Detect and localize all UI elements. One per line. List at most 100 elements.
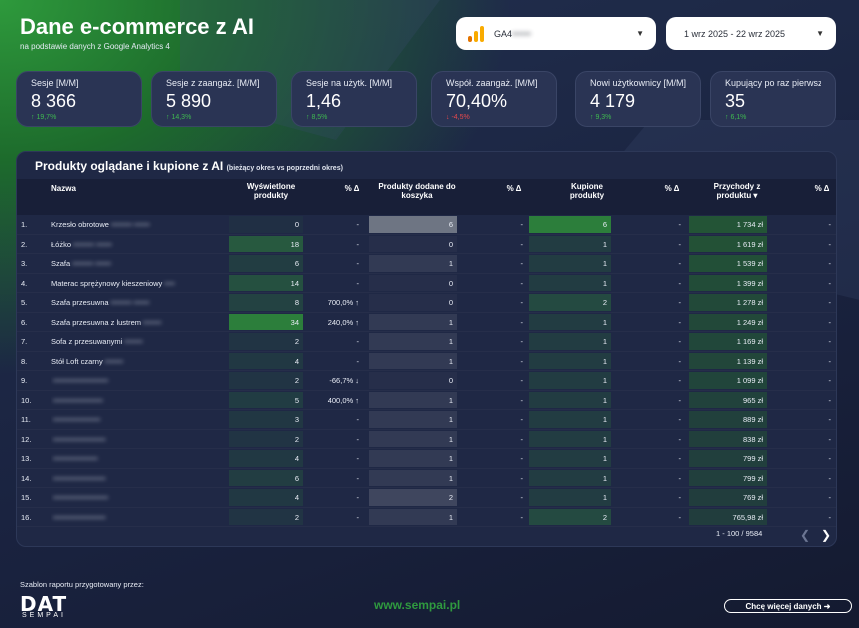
kpi-card: Współ. zaangaż. [M/M] 70,40% ↓ -4,5% — [431, 71, 557, 127]
table-row[interactable]: 2. Łóżko •••••••• •••••• 18 - 0 - 1 - 1 619 zł - — [17, 235, 836, 255]
revenue-value: 799 zł — [742, 473, 763, 483]
heat-cell — [529, 489, 611, 506]
views-value: 5 — [294, 395, 299, 405]
heat-cell — [229, 391, 303, 408]
product-name: Sofa z przesuwanymi ••••••• — [51, 337, 143, 347]
table-row[interactable]: 13. ••••••••••••••••• 4 - 1 - 1 - 799 zł - — [17, 449, 836, 469]
table-row[interactable]: 11. •••••••••••••••••• 3 - 1 - 1 - 889 zł - — [17, 410, 836, 430]
cart-delta: - — [520, 317, 524, 327]
views-value: 6 — [294, 259, 299, 269]
product-name: ••••••••••••••••••••• — [51, 488, 221, 508]
col-name[interactable]: Nazwa — [51, 184, 76, 193]
bought-value: 1 — [602, 356, 607, 366]
table-row[interactable]: 6. Szafa przesuwna z lustrem ••••••• 34 240,… — [17, 313, 836, 333]
bought-value: 1 — [602, 337, 607, 347]
product-name: •••••••••••••••••••• — [51, 430, 221, 450]
views-value: 2 — [294, 376, 299, 386]
views-delta: - — [356, 220, 360, 230]
kpi-delta: ↑ 6,1% — [725, 114, 747, 121]
kpi-value: 70,40% — [446, 91, 508, 111]
bought-value: 6 — [602, 220, 607, 230]
heat-cell — [529, 508, 611, 525]
table-row[interactable]: 14. •••••••••••••••••••• 6 - 1 - 1 - 799 zł - — [17, 469, 836, 489]
next-page-icon[interactable]: ❯ — [821, 528, 832, 542]
revenue-delta: - — [828, 298, 832, 308]
table-row[interactable]: 15. ••••••••••••••••••••• 4 - 2 - 1 - 769 zł - — [17, 488, 836, 508]
product-name: •••••••••••••••••• — [51, 410, 221, 430]
heat-cell — [529, 235, 611, 252]
website-link[interactable]: www.sempai.pl — [374, 598, 461, 612]
cart-delta: - — [520, 337, 524, 347]
google-analytics-icon — [468, 25, 484, 42]
revenue-value: 765,98 zł — [732, 512, 763, 522]
table-row[interactable]: 16. •••••••••••••••••••• 2 - 1 - 2 - 765,98 zł - — [17, 508, 836, 528]
logo-subtext: SEMPAI — [22, 612, 66, 619]
table-row[interactable]: 1. Krzesło obrotowe •••••••• •••••• 0 - 6 - 6 - 1… — [17, 215, 836, 235]
table-row[interactable]: 4. Materac sprężynowy kieszeniowy •••• 14 - 0… — [17, 274, 836, 294]
table-row[interactable]: 3. Szafa •••••••• •••••• 6 - 1 - 1 - 1 539 zł - — [17, 254, 836, 274]
product-name: ••••••••••••••••• — [51, 449, 221, 469]
heat-cell — [529, 333, 611, 350]
product-name-hidden: •••••••••••••••••••• — [53, 473, 106, 483]
bought-delta: - — [678, 473, 682, 483]
col-bought-delta[interactable]: % Δ — [664, 184, 680, 193]
revenue-value: 838 zł — [742, 434, 763, 444]
kpi-delta: ↓ -4,5% — [446, 114, 470, 121]
cart-value: 1 — [448, 415, 453, 425]
product-name: Materac sprężynowy kieszeniowy •••• — [51, 278, 175, 288]
kpi-value: 35 — [725, 91, 746, 111]
bought-delta: - — [678, 434, 682, 444]
cart-value: 1 — [448, 356, 453, 366]
col-cart[interactable]: Produkty dodane do koszyka — [378, 182, 456, 200]
heat-cell — [689, 255, 767, 272]
product-name-hidden: •••••••• •••••• — [72, 259, 112, 269]
col-revenue-delta[interactable]: % Δ — [814, 184, 830, 193]
date-range-selector[interactable]: 1 wrz 2025 - 22 wrz 2025 ▼ — [666, 17, 836, 50]
heat-cell — [229, 294, 303, 311]
product-name: Szafa przesuwna z lustrem ••••••• — [51, 317, 162, 327]
product-name-hidden: ••••••••••••••••••••• — [53, 376, 109, 386]
heat-cell — [369, 450, 457, 467]
property-selector[interactable]: GA4 •••••• ▼ — [456, 17, 656, 50]
table-row[interactable]: 9. ••••••••••••••••••••• 2 -66,7% ↓ 0 - 1 - 1 09… — [17, 371, 836, 391]
product-name: Łóżko •••••••• •••••• — [51, 239, 112, 249]
heat-cell — [369, 352, 457, 369]
revenue-delta: - — [828, 376, 832, 386]
cart-value: 0 — [448, 239, 453, 249]
heat-cell — [689, 235, 767, 252]
row-index: 2. — [21, 239, 28, 249]
bought-value: 1 — [602, 278, 607, 288]
table-row[interactable]: 7. Sofa z przesuwanymi ••••••• 2 - 1 - 1 - 1 169 … — [17, 332, 836, 352]
revenue-value: 1 619 zł — [736, 239, 763, 249]
table-row[interactable]: 10. ••••••••••••••••••• 5 400,0% ↑ 1 - 1 - 965 z… — [17, 391, 836, 411]
credit-text: Szablon raportu przygotowany przez: — [20, 580, 144, 589]
heat-cell — [689, 430, 767, 447]
product-name-hidden: •••••••••••••••••••• — [53, 434, 106, 444]
kpi-value: 1,46 — [306, 91, 342, 111]
bought-delta: - — [678, 239, 682, 249]
cart-value: 1 — [448, 395, 453, 405]
col-bought[interactable]: Kupione produkty — [569, 182, 605, 200]
table-row[interactable]: 8. Stół Loft czarny ••••••• 4 - 1 - 1 - 1 139 zł - — [17, 352, 836, 372]
heat-cell — [229, 469, 303, 486]
bought-delta: - — [678, 376, 682, 386]
prev-page-icon[interactable]: ❮ — [800, 528, 811, 542]
col-views-delta[interactable]: % Δ — [344, 184, 360, 193]
views-value: 18 — [290, 239, 299, 249]
table-row[interactable]: 5. Szafa przesuwna •••••••• •••••• 8 700,0% … — [17, 293, 836, 313]
caret-down-icon: ▼ — [816, 29, 824, 38]
views-delta: -66,7% ↓ — [329, 376, 359, 386]
row-index: 6. — [21, 317, 28, 327]
views-value: 34 — [290, 317, 299, 327]
table-title: Produkty oglądane i kupione z AI (bieżąc… — [35, 159, 343, 173]
more-data-button[interactable]: Chcę więcej danych ➜ — [724, 599, 852, 613]
product-name: •••••••••••••••••••• — [51, 508, 221, 528]
col-cart-delta[interactable]: % Δ — [506, 184, 522, 193]
heat-cell — [229, 235, 303, 252]
heat-cell — [689, 274, 767, 291]
col-views[interactable]: Wyświetlone produkty — [246, 182, 296, 200]
property-label: GA4 — [494, 28, 513, 39]
row-index: 12. — [21, 434, 32, 444]
col-revenue[interactable]: Przychody z produktu ▾ — [713, 182, 761, 200]
table-row[interactable]: 12. •••••••••••••••••••• 2 - 1 - 1 - 838 zł - — [17, 430, 836, 450]
